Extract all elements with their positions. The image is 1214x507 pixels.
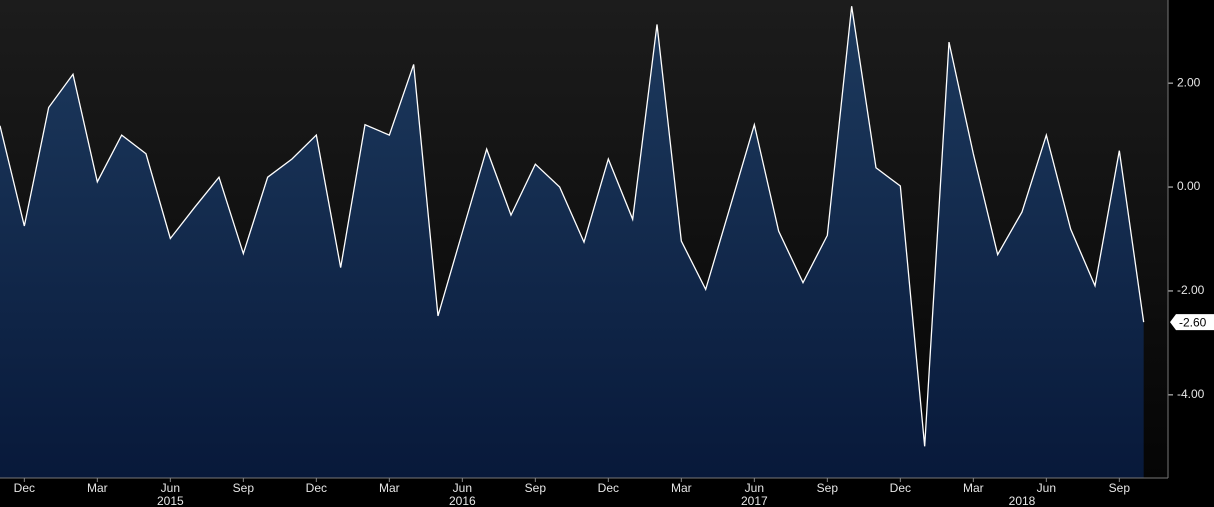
y-tick-label: 0.00 [1177,179,1201,193]
x-tick-label: Sep [817,481,839,495]
x-tick-label: Jun [745,481,764,495]
year-label: 2018 [1009,494,1036,507]
x-tick-label: Sep [1109,481,1131,495]
y-tick-label: 2.00 [1177,75,1201,89]
area [0,6,1144,479]
x-tick-label: Sep [233,481,255,495]
x-tick-label: Mar [379,481,400,495]
x-tick-label: Dec [14,481,35,495]
year-label: 2017 [741,494,768,507]
y-tick-label: -4.00 [1177,387,1205,401]
value-label-box [1170,314,1214,331]
x-tick-label: Mar [87,481,108,495]
x-tick-label: Jun [453,481,472,495]
year-label: 2016 [449,494,476,507]
x-tick-label: Jun [161,481,180,495]
x-tick-label: Jun [1037,481,1056,495]
x-tick-label: Sep [525,481,547,495]
x-tick-label: Dec [598,481,619,495]
line [0,6,1145,447]
x-tick-label: Mar [963,481,984,495]
x-tick-label: Dec [306,481,327,495]
x-tick-label: Dec [890,481,911,495]
y-tick-label: -2.00 [1177,283,1205,297]
x-tick-label: Mar [671,481,692,495]
year-label: 2015 [157,494,184,507]
value-label: -2.60 [1179,315,1207,329]
